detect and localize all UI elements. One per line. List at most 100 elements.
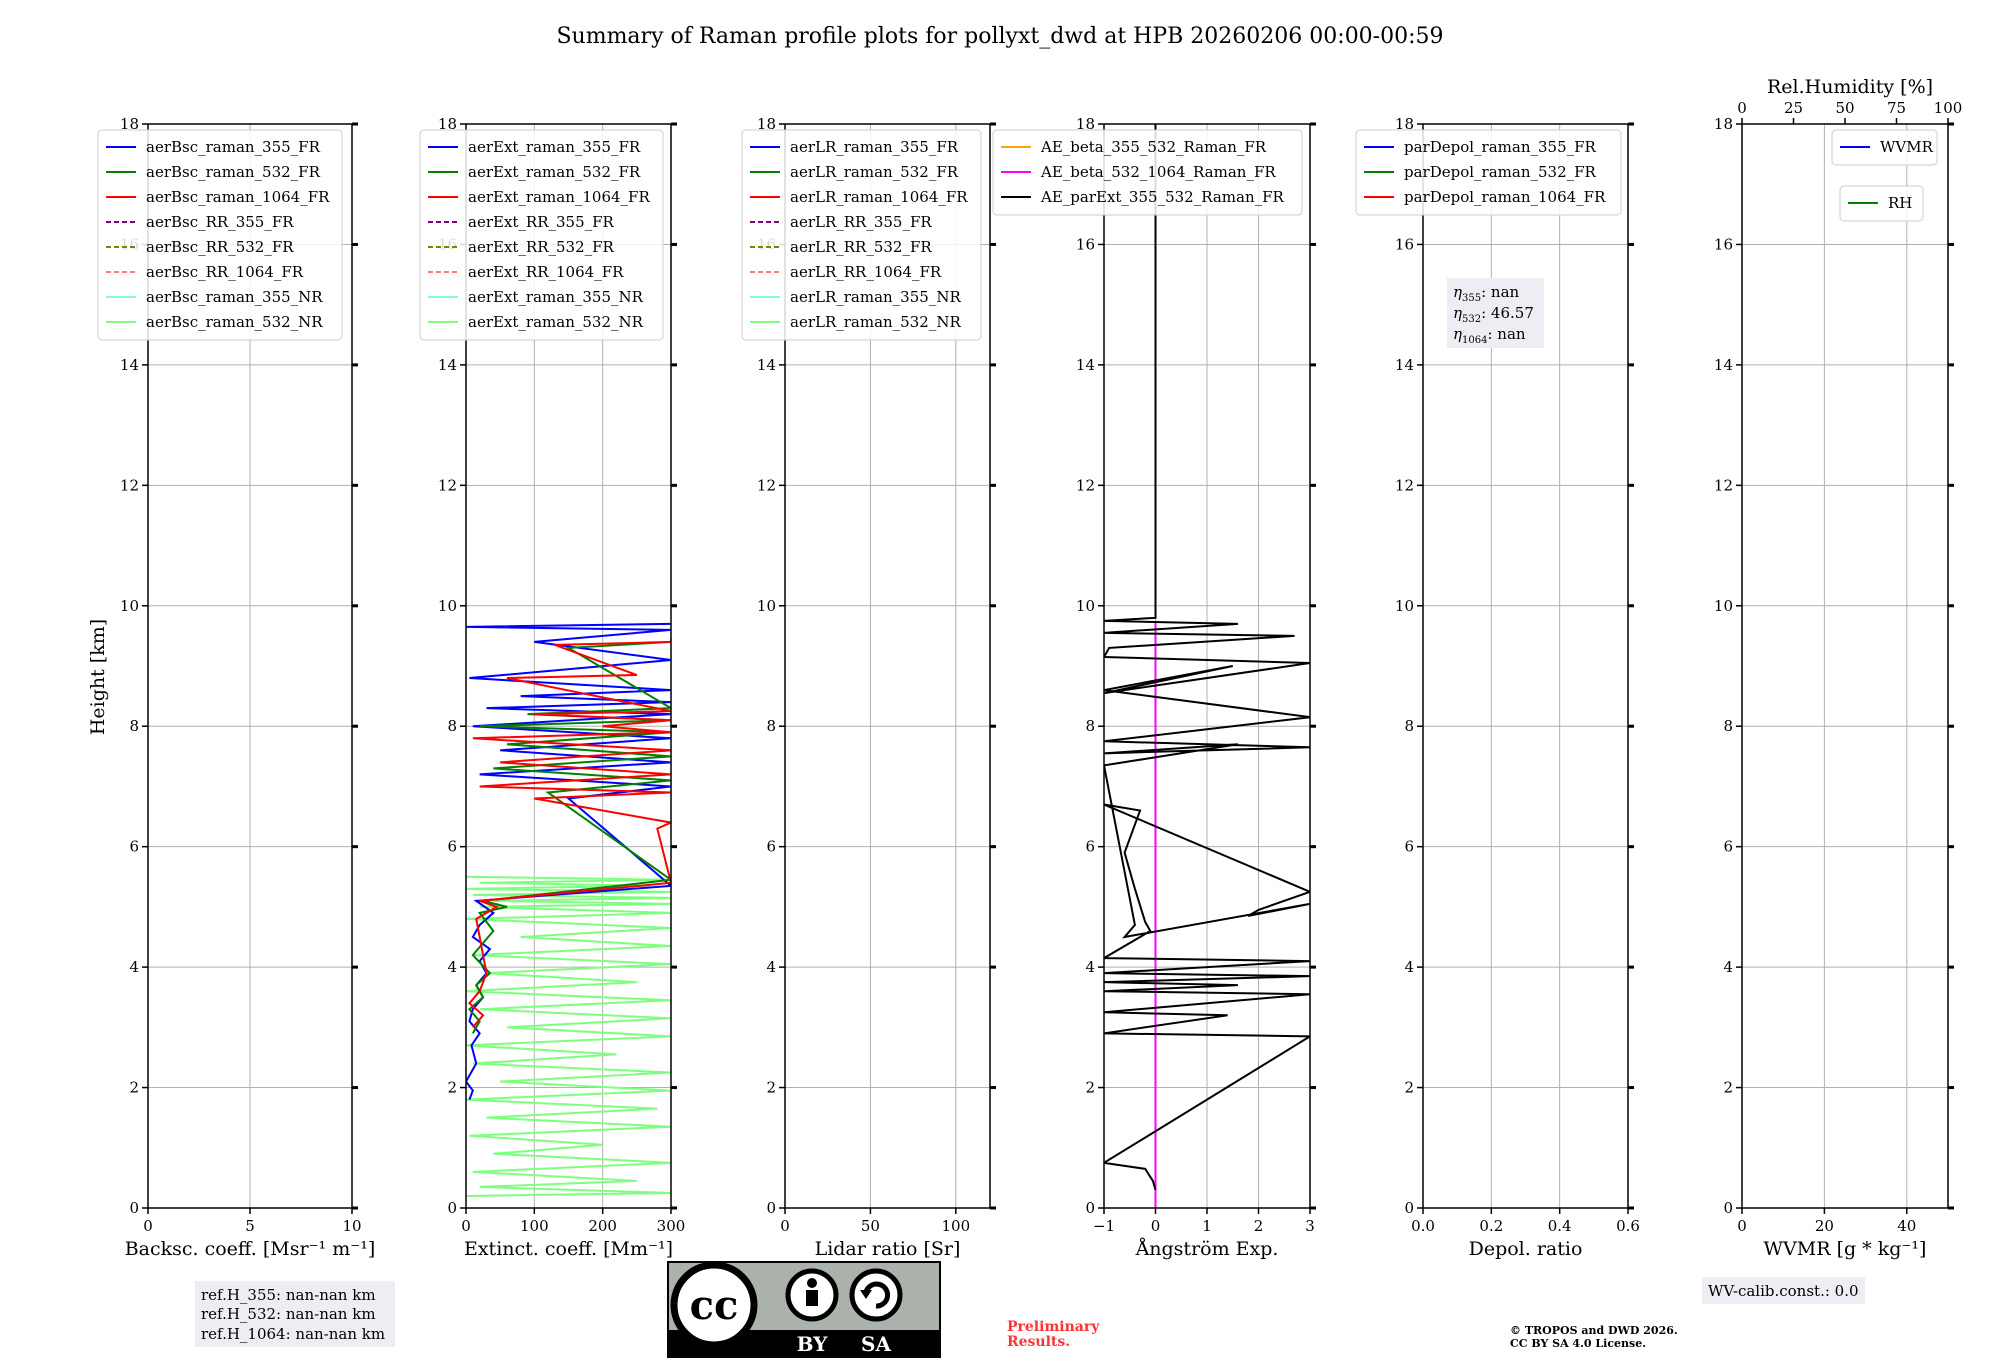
legend-label: aerBsc_raman_1064_FR — [146, 188, 330, 206]
legend-box — [419, 129, 664, 341]
sa-share-icon — [849, 1268, 903, 1322]
y-tick-label: 0 — [129, 1199, 139, 1217]
y-tick-label: 16 — [1076, 235, 1095, 253]
y-tick-label: 18 — [757, 115, 776, 133]
y-tick-label: 4 — [447, 958, 457, 976]
cc-by-label: BY — [797, 1332, 829, 1356]
x-axis-label: Lidar ratio [Sr] — [815, 1238, 961, 1260]
legend-label: aerExt_raman_1064_FR — [468, 188, 650, 206]
x-tick-label: 40 — [1897, 1217, 1916, 1235]
y-tick-label: 14 — [1395, 356, 1414, 374]
series-aerExt_raman_355_FR — [466, 622, 671, 1100]
x-tick-label: 50 — [861, 1217, 880, 1235]
refh-532: ref.H_532: nan-nan km — [201, 1305, 376, 1323]
x-axis-label: WVMR [g * kg⁻¹] — [1764, 1238, 1927, 1260]
y-tick-label: 18 — [120, 115, 139, 133]
legend-label: AE_beta_532_1064_Raman_FR — [1040, 163, 1276, 181]
by-person-head — [807, 1278, 817, 1288]
y-tick-label: 6 — [447, 838, 457, 856]
y-tick-label: 2 — [447, 1079, 457, 1097]
legend-label: aerLR_raman_532_NR — [790, 313, 961, 331]
legend-label: WVMR — [1880, 138, 1934, 156]
y-tick-label: 4 — [1723, 958, 1733, 976]
legend-label: aerLR_raman_355_FR — [790, 138, 959, 156]
y-tick-label: 6 — [129, 838, 139, 856]
panel-1: 0246810121416180510Backsc. coeff. [Msr⁻¹… — [97, 115, 376, 1260]
y-tick-label: 18 — [1395, 115, 1414, 133]
eta-532-text: η532: 46.57 — [1453, 304, 1534, 325]
y-tick-label: 4 — [766, 958, 776, 976]
cc-license-badge: cc BY SA — [667, 1261, 941, 1358]
legend-label: aerBsc_raman_355_FR — [146, 138, 321, 156]
legend-box — [1355, 129, 1622, 216]
x-tick-label: 0 — [143, 1217, 153, 1235]
cc-sa-label: SA — [861, 1332, 891, 1356]
y-tick-label: 14 — [1714, 356, 1733, 374]
refh-1064: ref.H_1064: nan-nan km — [201, 1325, 385, 1343]
legend-label: aerBsc_RR_355_FR — [146, 213, 294, 231]
wv-calib-box: WV-calib.const.: 0.0 — [1702, 1277, 1865, 1304]
legend-label: aerBsc_RR_532_FR — [146, 238, 294, 256]
legend-label: AE_parExt_355_532_Raman_FR — [1040, 188, 1285, 206]
x-tick-label: 100 — [520, 1217, 549, 1235]
y-tick-label: 16 — [1714, 235, 1733, 253]
y-tick-label: 2 — [1404, 1079, 1414, 1097]
top-x-tick-label: 75 — [1887, 99, 1906, 117]
x-tick-label: 5 — [245, 1217, 255, 1235]
y-tick-label: 0 — [766, 1199, 776, 1217]
panel-5: 0 2 4 6 8 10 12 14 16 18 0.0 0.2 0.4 0.6 Depol. ratio p… — [1355, 115, 1640, 1260]
y-tick-label: 18 — [438, 115, 457, 133]
data-layer — [1104, 124, 1310, 1208]
x-axis-label: Depol. ratio — [1469, 1238, 1583, 1260]
legend-label: aerExt_raman_355_FR — [468, 138, 641, 156]
y-tick-label: 14 — [757, 356, 776, 374]
legend-label: parDepol_raman_355_FR — [1404, 138, 1597, 156]
x-tick-label: 0 — [1737, 1217, 1747, 1235]
y-tick-label: 12 — [120, 476, 139, 494]
legend-label: aerBsc_raman_355_NR — [146, 288, 323, 306]
y-tick-label: 10 — [1395, 597, 1414, 615]
series-AE_parExt_355_532_Raman_FR — [1104, 124, 1310, 1191]
y-tick-label: 18 — [1714, 115, 1733, 133]
x-tick-label: 0.0 — [1411, 1217, 1435, 1235]
legend-label: aerExt_RR_1064_FR — [468, 263, 624, 281]
y-tick-label: 2 — [766, 1079, 776, 1097]
wv-calib-bg — [1702, 1277, 1865, 1304]
refh-355: ref.H_355: nan-nan km — [201, 1286, 376, 1304]
y-tick-label: 12 — [438, 476, 457, 494]
eta-1064-value: nan — [1497, 325, 1526, 343]
y-tick-label: 14 — [1076, 356, 1095, 374]
legend-label: aerBsc_raman_532_NR — [146, 313, 323, 331]
reference-height-box: ref.H_355: nan-nan km ref.H_532: nan-nan… — [195, 1281, 395, 1347]
x-axis-label: Ångström Exp. — [1135, 1238, 1279, 1260]
y-tick-label: 8 — [447, 717, 457, 735]
x-tick-label: 2 — [1254, 1217, 1264, 1235]
legend-label: aerExt_RR_532_FR — [468, 238, 615, 256]
top-x-axis-label: Rel.Humidity [%] — [1767, 76, 1933, 98]
x-tick-label: 1 — [1202, 1217, 1212, 1235]
top-x-tick-label: 25 — [1784, 99, 1803, 117]
y-tick-label: 12 — [757, 476, 776, 494]
legend-label: parDepol_raman_532_FR — [1404, 163, 1597, 181]
y-tick-label: 10 — [757, 597, 776, 615]
x-tick-label: 300 — [657, 1217, 686, 1235]
y-tick-label: 8 — [766, 717, 776, 735]
legend-label: aerLR_raman_1064_FR — [790, 188, 968, 206]
y-tick-label: 8 — [1723, 717, 1733, 735]
x-axis-label: Backsc. coeff. [Msr⁻¹ m⁻¹] — [125, 1238, 376, 1260]
y-tick-label: 2 — [129, 1079, 139, 1097]
legend-label: aerLR_RR_355_FR — [790, 213, 932, 231]
y-tick-label: 4 — [1085, 958, 1095, 976]
y-tick-label: 0 — [447, 1199, 457, 1217]
y-tick-label: 6 — [1723, 838, 1733, 856]
x-tick-label: 0 — [461, 1217, 471, 1235]
x-tick-label: 0 — [1151, 1217, 1161, 1235]
eta-1064-text: η1064: nan — [1453, 325, 1526, 346]
legend-box — [1831, 129, 1938, 166]
y-tick-label: 6 — [1085, 838, 1095, 856]
y-tick-label: 6 — [766, 838, 776, 856]
copyright-line-2: CC BY SA 4.0 License. — [1510, 1337, 1646, 1350]
top-x-tick-label: 100 — [1934, 99, 1963, 117]
